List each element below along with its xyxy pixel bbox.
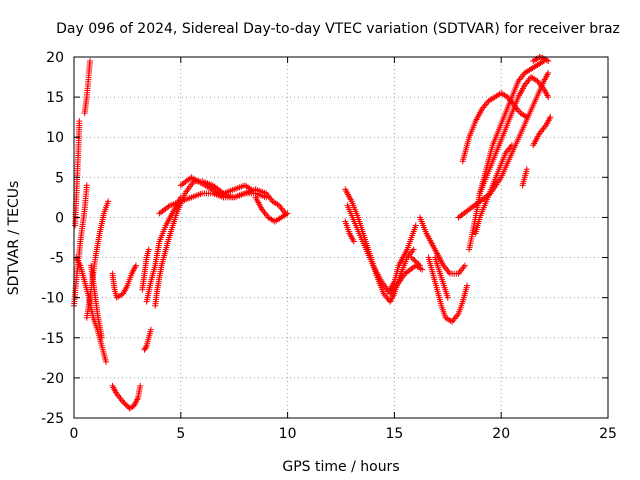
data-point	[410, 246, 417, 253]
data-point	[122, 401, 129, 408]
y-tick-label: -5	[50, 251, 64, 267]
data-point	[87, 58, 94, 65]
data-point	[98, 334, 105, 341]
x-tick-label: 0	[70, 426, 79, 442]
data-point	[412, 258, 419, 265]
series-sat-w	[431, 254, 451, 301]
data-point	[545, 58, 552, 65]
series-sat-x	[455, 70, 552, 221]
data-point	[415, 261, 422, 268]
data-point	[539, 55, 546, 62]
data-point	[419, 266, 426, 273]
series-sat-a	[71, 182, 90, 309]
data-point	[121, 400, 128, 407]
data-point	[105, 198, 112, 205]
data-point	[76, 118, 83, 125]
data-point	[137, 382, 144, 389]
series-sat-ad	[519, 166, 530, 189]
data-point	[523, 166, 530, 173]
series-sat-q	[344, 202, 426, 297]
data-point	[103, 358, 110, 365]
axis-ticks: 0 5 10 15 20 25 -25 -20 -15 -10 -5 0 5 10 15 20	[41, 50, 617, 442]
data-point	[417, 262, 424, 269]
y-tick-label: 20	[46, 50, 64, 66]
chart-title: Day 096 of 2024, Sidereal Day-to-day VTE…	[56, 21, 620, 37]
data-point	[412, 222, 419, 229]
y-tick-label: -25	[41, 411, 64, 427]
series-sat-s	[387, 222, 419, 293]
data-point	[123, 402, 130, 409]
data-point	[408, 254, 415, 261]
data-point	[523, 114, 530, 121]
y-tick-label: 0	[55, 210, 64, 226]
data-point	[543, 57, 550, 64]
data-point	[409, 255, 416, 262]
series-sat-aa	[472, 142, 515, 237]
y-axis-label: SDTVAR / TECUs	[6, 181, 22, 296]
data-point	[132, 262, 139, 269]
data-point	[142, 344, 149, 351]
y-tick-label: -20	[41, 371, 64, 387]
data-point	[120, 398, 127, 405]
y-tick-label: -10	[41, 291, 64, 307]
data-point	[411, 257, 418, 264]
data-point	[508, 142, 515, 149]
series-sat-t	[417, 214, 468, 277]
data-point	[538, 54, 545, 61]
series-sat-f	[88, 262, 105, 341]
data-point	[545, 94, 552, 101]
series-sat-o	[252, 194, 291, 225]
data-point	[350, 238, 357, 245]
series-sat-v	[408, 254, 424, 269]
series-sat-u	[425, 254, 471, 325]
x-tick-label: 25	[599, 426, 617, 442]
data-point	[83, 182, 90, 189]
series-sat-g	[109, 262, 139, 301]
y-tick-label: 15	[46, 90, 64, 106]
data-point	[284, 210, 291, 217]
data-point	[464, 282, 471, 289]
series-sat-h	[109, 382, 144, 412]
data-point	[461, 262, 468, 269]
data-point	[547, 114, 554, 121]
series-sat-ac	[530, 114, 554, 149]
series-sat-ab	[476, 74, 552, 197]
data-point	[145, 246, 152, 253]
series-sat-i	[141, 326, 154, 353]
x-axis-label: GPS time / hours	[282, 459, 399, 475]
grid	[74, 57, 608, 418]
plot-frame	[73, 56, 609, 419]
series-sat-r	[342, 218, 357, 245]
series-sat-c	[81, 58, 94, 117]
y-tick-label: 10	[46, 130, 64, 146]
data-point	[141, 346, 148, 353]
x-tick-label: 10	[279, 426, 297, 442]
x-tick-label: 15	[385, 426, 403, 442]
data-point	[142, 345, 149, 352]
data-point	[545, 70, 552, 77]
data-layer	[71, 54, 554, 412]
data-point	[444, 294, 451, 301]
series-sat-n	[177, 174, 289, 217]
data-point	[147, 326, 154, 333]
x-tick-label: 20	[492, 426, 510, 442]
x-tick-label: 5	[176, 426, 185, 442]
y-tick-label: 5	[55, 170, 64, 186]
data-point	[414, 259, 421, 266]
series-sat-l	[139, 246, 152, 293]
y-tick-label: -15	[41, 331, 64, 347]
